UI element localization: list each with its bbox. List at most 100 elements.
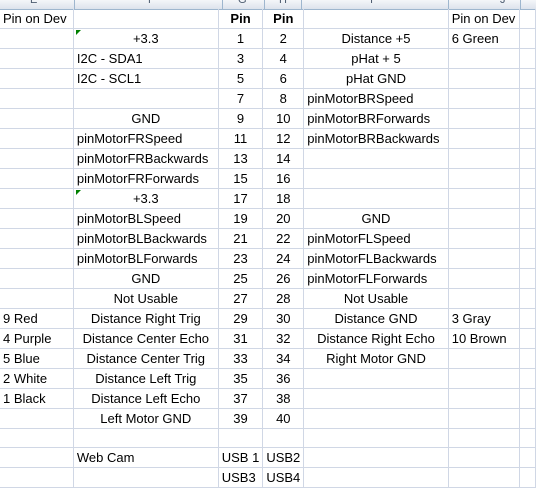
cell-col-g[interactable]: 35 xyxy=(218,368,264,389)
column-header-f[interactable]: F xyxy=(148,0,155,6)
cell-col-k[interactable] xyxy=(519,168,536,189)
cell-col-k[interactable] xyxy=(519,228,536,249)
cell-col-h[interactable]: 6 xyxy=(262,68,305,89)
cell-col-k[interactable] xyxy=(519,348,536,369)
cell-col-f[interactable]: GND xyxy=(73,108,219,129)
cell-col-k[interactable] xyxy=(519,408,536,429)
cell-col-e[interactable]: 4 Purple xyxy=(0,328,74,349)
cell-col-g[interactable]: 37 xyxy=(218,388,264,409)
cell-col-f[interactable]: Distance Left Trig xyxy=(73,368,219,389)
cell-col-i[interactable]: pinMotorFLBackwards xyxy=(303,248,449,269)
cell-col-j[interactable] xyxy=(448,148,521,169)
cell-col-g[interactable]: 7 xyxy=(218,88,264,109)
cell-col-j[interactable] xyxy=(448,168,521,189)
cell-col-j[interactable] xyxy=(448,248,521,269)
column-header-g[interactable]: G xyxy=(238,0,247,6)
cell-col-i[interactable]: Distance GND xyxy=(303,308,449,329)
cell-col-j[interactable] xyxy=(448,388,521,409)
cell-col-g[interactable]: 19 xyxy=(218,208,264,229)
cell-col-k[interactable] xyxy=(519,28,536,49)
cell-col-e[interactable]: 1 Black xyxy=(0,388,74,409)
cell-col-f[interactable]: pinMotorFRBackwards xyxy=(73,148,219,169)
cell-col-e[interactable] xyxy=(0,168,74,189)
cell-col-i[interactable]: pinMotorFLSpeed xyxy=(303,228,449,249)
cell-col-f[interactable]: I2C - SDA1 xyxy=(73,48,219,69)
cell-col-j[interactable] xyxy=(448,368,521,389)
cell-col-h[interactable]: 24 xyxy=(262,248,305,269)
cell-col-k[interactable] xyxy=(519,268,536,289)
column-header-j[interactable]: J xyxy=(500,0,506,6)
cell-col-h[interactable]: 8 xyxy=(262,88,305,109)
cell-col-i[interactable] xyxy=(303,148,449,169)
cell-col-f[interactable]: Web Cam xyxy=(73,447,219,468)
cell-col-h[interactable]: 22 xyxy=(262,228,305,249)
cell-col-f[interactable] xyxy=(73,428,219,448)
cell-col-h[interactable]: 18 xyxy=(262,188,305,209)
cell-col-e[interactable]: Pin on Dev xyxy=(0,9,74,29)
cell-col-j[interactable] xyxy=(448,348,521,369)
cell-col-j[interactable] xyxy=(448,428,521,448)
cell-col-j[interactable] xyxy=(448,188,521,209)
cell-col-j[interactable] xyxy=(448,268,521,289)
cell-col-h[interactable]: 34 xyxy=(262,348,305,369)
cell-col-e[interactable] xyxy=(0,428,74,448)
cell-col-k[interactable] xyxy=(519,308,536,329)
cell-col-f[interactable]: Distance Center Echo xyxy=(73,328,219,349)
cell-col-j[interactable]: 10 Brown xyxy=(448,328,521,349)
cell-col-j[interactable] xyxy=(448,88,521,109)
cell-col-e[interactable] xyxy=(0,188,74,209)
cell-col-g[interactable] xyxy=(218,428,264,448)
cell-col-i[interactable]: Right Motor GND xyxy=(303,348,449,369)
cell-col-j[interactable] xyxy=(448,68,521,89)
cell-col-j[interactable]: 3 Gray xyxy=(448,308,521,329)
cell-col-h[interactable] xyxy=(262,428,305,448)
cell-col-g[interactable]: 31 xyxy=(218,328,264,349)
cell-col-g[interactable]: 27 xyxy=(218,288,264,309)
cell-col-e[interactable] xyxy=(0,148,74,169)
cell-col-k[interactable] xyxy=(519,388,536,409)
cell-col-g[interactable]: 39 xyxy=(218,408,264,429)
cell-col-k[interactable] xyxy=(519,88,536,109)
cell-col-f[interactable]: Left Motor GND xyxy=(73,408,219,429)
cell-col-h[interactable]: USB2 xyxy=(262,447,305,468)
cell-col-k[interactable] xyxy=(519,68,536,89)
column-header-i[interactable]: I xyxy=(370,0,374,6)
cell-col-i[interactable]: pHat + 5 xyxy=(303,48,449,69)
cell-col-g[interactable]: 13 xyxy=(218,148,264,169)
cell-col-j[interactable]: 6 Green xyxy=(448,28,521,49)
cell-col-e[interactable] xyxy=(0,68,74,89)
cell-col-g[interactable]: 29 xyxy=(218,308,264,329)
cell-col-f[interactable]: pinMotorBLForwards xyxy=(73,248,219,269)
cell-col-e[interactable] xyxy=(0,408,74,429)
cell-col-h[interactable]: 32 xyxy=(262,328,305,349)
cell-col-i[interactable]: Not Usable xyxy=(303,288,449,309)
cell-col-f[interactable]: pinMotorBLSpeed xyxy=(73,208,219,229)
cell-col-h[interactable]: 4 xyxy=(262,48,305,69)
cell-col-g[interactable]: 5 xyxy=(218,68,264,89)
cell-col-j[interactable] xyxy=(448,467,521,488)
cell-col-g[interactable]: 25 xyxy=(218,268,264,289)
cell-col-k[interactable] xyxy=(519,248,536,269)
cell-col-i[interactable] xyxy=(303,168,449,189)
cell-col-e[interactable] xyxy=(0,48,74,69)
cell-col-i[interactable] xyxy=(303,9,449,29)
cell-col-g[interactable]: 1 xyxy=(218,28,264,49)
cell-col-g[interactable]: 17 xyxy=(218,188,264,209)
cell-col-k[interactable] xyxy=(519,188,536,209)
cell-col-i[interactable] xyxy=(303,388,449,409)
cell-col-i[interactable] xyxy=(303,368,449,389)
cell-col-i[interactable]: pinMotorBRSpeed xyxy=(303,88,449,109)
cell-col-k[interactable] xyxy=(519,208,536,229)
cell-col-i[interactable]: Distance Right Echo xyxy=(303,328,449,349)
cell-col-e[interactable] xyxy=(0,228,74,249)
cell-col-e[interactable] xyxy=(0,208,74,229)
cell-col-g[interactable]: 23 xyxy=(218,248,264,269)
cell-col-j[interactable] xyxy=(448,228,521,249)
cell-col-g[interactable]: 11 xyxy=(218,128,264,149)
cell-col-i[interactable] xyxy=(303,447,449,468)
cell-col-i[interactable]: pHat GND xyxy=(303,68,449,89)
cell-col-h[interactable]: 20 xyxy=(262,208,305,229)
cell-col-i[interactable] xyxy=(303,408,449,429)
cell-col-f[interactable] xyxy=(73,467,219,488)
cell-col-j[interactable] xyxy=(448,408,521,429)
